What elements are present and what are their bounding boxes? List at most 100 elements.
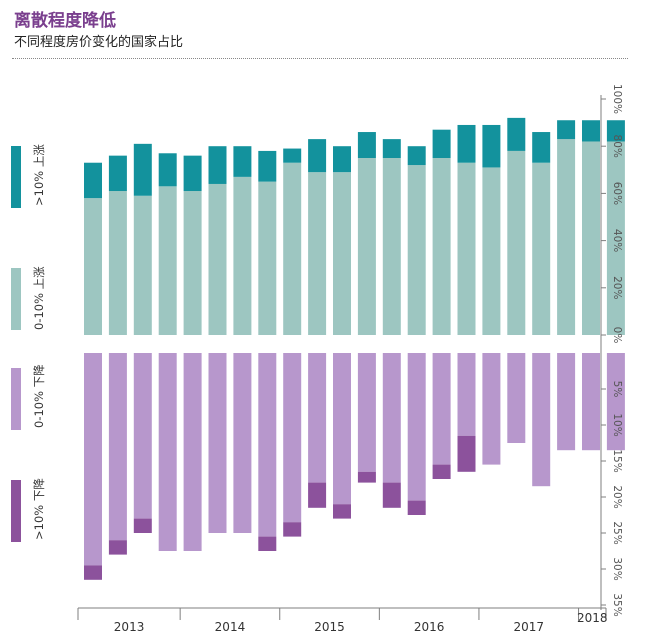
y-tick-label: 0% [611, 327, 623, 344]
bar-fall-gt10 [108, 540, 127, 555]
bar-fall-0-10 [582, 353, 600, 451]
bar-rise-0-10 [333, 172, 351, 335]
bar-rise-gt10 [532, 132, 551, 163]
bar-rise-gt10 [84, 162, 102, 199]
bar-rise-0-10 [357, 158, 376, 335]
bar-rise-gt10 [432, 129, 451, 158]
bar-rise-gt10 [507, 117, 526, 151]
x-tick-label: 2015 [314, 620, 345, 634]
bar-fall-0-10 [457, 353, 476, 436]
bar-rise-gt10 [606, 120, 625, 142]
y-tick-label: 35% [611, 593, 623, 616]
y-tick-label: 20% [611, 276, 623, 299]
bar-fall-0-10 [357, 353, 376, 472]
bar-rise-0-10 [108, 191, 127, 335]
bar-rise-gt10 [133, 143, 152, 196]
bar-fall-gt10 [333, 504, 351, 519]
bar-rise-gt10 [308, 139, 327, 173]
x-tick-label: 2013 [114, 620, 145, 634]
bar-rise-gt10 [258, 150, 277, 182]
bar-fall-0-10 [557, 353, 576, 451]
bar-fall-0-10 [208, 353, 227, 533]
bar-rise-0-10 [507, 150, 526, 335]
bar-fall-0-10 [233, 353, 252, 533]
y-tick-label: 30% [611, 557, 623, 580]
bar-rise-gt10 [457, 124, 476, 163]
bar-rise-0-10 [582, 141, 600, 335]
bar-rise-gt10 [333, 146, 351, 173]
bar-fall-0-10 [183, 353, 202, 551]
y-tick-label: 40% [611, 229, 623, 252]
bar-rise-0-10 [482, 167, 501, 335]
bar-rise-0-10 [407, 165, 426, 335]
y-tick-label: 15% [611, 449, 623, 472]
bar-fall-gt10 [457, 435, 476, 472]
x-tick-label: 2014 [215, 620, 246, 634]
bar-rise-gt10 [582, 120, 600, 142]
y-tick-label: 80% [611, 135, 623, 158]
bar-fall-gt10 [258, 536, 277, 551]
y-tick-label: 60% [611, 182, 623, 205]
bar-fall-0-10 [158, 353, 177, 551]
bar-fall-gt10 [382, 482, 401, 508]
bar-rise-0-10 [532, 162, 551, 335]
legend-swatch-fall-0-10 [11, 368, 21, 430]
bar-rise-0-10 [283, 162, 302, 335]
bar-rise-gt10 [482, 124, 501, 168]
bar-rise-gt10 [283, 148, 302, 163]
bar-fall-0-10 [308, 353, 327, 483]
y-tick-label: 10% [611, 413, 623, 436]
bar-fall-0-10 [382, 353, 401, 483]
bar-fall-gt10 [133, 518, 152, 533]
bar-rise-0-10 [158, 186, 177, 335]
y-tick-label: 5% [611, 381, 623, 398]
bar-fall-0-10 [482, 353, 501, 465]
legend-swatch-rise-0-10 [11, 268, 21, 330]
bar-rise-0-10 [133, 195, 152, 335]
bar-rise-0-10 [432, 158, 451, 335]
bar-fall-0-10 [283, 353, 302, 523]
bar-rise-0-10 [308, 172, 327, 335]
legend-swatch-fall-gt10 [11, 480, 21, 542]
x-tick-label: 2016 [414, 620, 445, 634]
bar-fall-0-10 [407, 353, 426, 501]
bar-rise-gt10 [158, 153, 177, 187]
bar-fall-0-10 [333, 353, 351, 505]
bar-rise-0-10 [258, 181, 277, 335]
bar-rise-gt10 [208, 146, 227, 184]
bar-rise-0-10 [84, 198, 102, 335]
bar-rise-gt10 [407, 146, 426, 166]
bar-fall-0-10 [258, 353, 277, 537]
bar-fall-gt10 [283, 522, 302, 537]
bar-fall-0-10 [84, 353, 102, 566]
bar-rise-0-10 [382, 158, 401, 335]
bar-rise-0-10 [233, 176, 252, 335]
bar-rise-0-10 [457, 162, 476, 335]
legend-swatch-rise-gt10 [11, 146, 21, 208]
bar-fall-0-10 [507, 353, 526, 443]
bar-rise-gt10 [233, 146, 252, 177]
bar-fall-0-10 [532, 353, 551, 487]
bar-fall-gt10 [308, 482, 327, 508]
y-tick-label: 100% [611, 84, 623, 114]
y-tick-label: 20% [611, 485, 623, 508]
bar-rise-gt10 [108, 155, 127, 192]
bar-rise-0-10 [557, 139, 576, 335]
chart-title: 离散程度降低 [14, 11, 116, 31]
bar-rise-0-10 [606, 141, 625, 335]
header-divider [12, 58, 628, 59]
bar-rise-gt10 [382, 139, 401, 158]
bar-rise-0-10 [208, 183, 227, 335]
bar-fall-0-10 [432, 353, 451, 465]
bar-fall-gt10 [407, 500, 426, 515]
bar-rise-gt10 [183, 155, 202, 192]
bar-fall-gt10 [432, 464, 451, 479]
x-tick-label: 2018 [577, 611, 608, 625]
bar-fall-0-10 [133, 353, 152, 519]
bar-rise-gt10 [357, 132, 376, 158]
bar-fall-0-10 [606, 353, 625, 451]
x-tick-label: 2017 [513, 620, 544, 634]
bar-fall-gt10 [357, 471, 376, 483]
bar-fall-0-10 [108, 353, 127, 541]
